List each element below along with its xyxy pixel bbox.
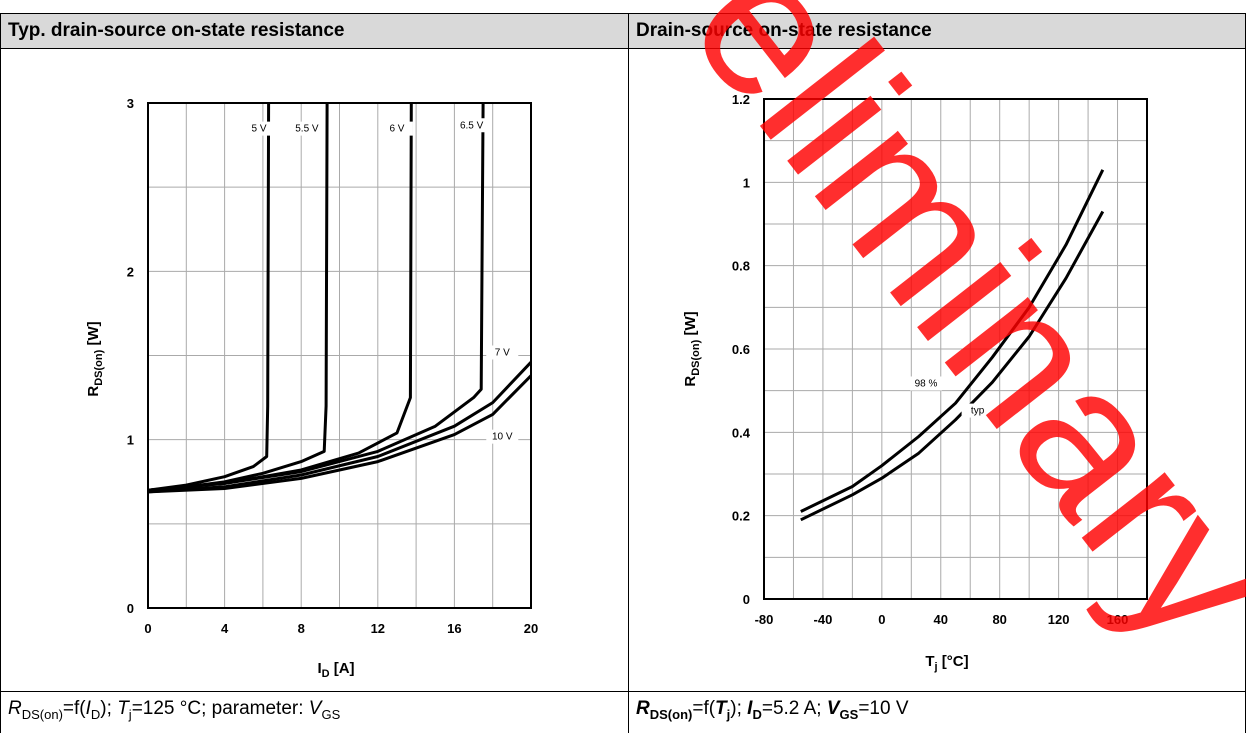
series-line	[800, 169, 1105, 513]
y-tick-label: 0.8	[732, 259, 750, 274]
table-border-header-bottom	[0, 48, 1246, 49]
left-y-axis-label: RDS(on) [W]	[85, 321, 105, 396]
series-line	[147, 374, 533, 494]
x-tick-label: 0	[144, 621, 151, 636]
series-line	[147, 361, 533, 494]
series-line	[147, 102, 413, 492]
right-gridlines	[763, 98, 1148, 600]
table-border-left	[0, 13, 1, 733]
left-plot-frame	[147, 102, 532, 609]
x-tick-label: 12	[371, 621, 385, 636]
curve-label: 98 %	[915, 379, 938, 390]
x-tick-label: 0	[878, 612, 885, 627]
y-tick-label: 0	[743, 592, 750, 607]
series-line	[800, 210, 1105, 522]
curve-label-bg	[486, 429, 519, 444]
series-line	[147, 102, 329, 492]
curve-label: 10 V	[492, 432, 513, 443]
x-tick-label: 160	[1107, 612, 1129, 627]
y-tick-label: 1.2	[732, 92, 750, 107]
right-ticks: -80 -40 0 40 80 120 160 0 0.2 0.4 0.6 0.8 1 1.2	[732, 92, 1128, 627]
table-border-top	[0, 13, 1246, 14]
x-tick-label: -80	[755, 612, 774, 627]
x-tick-label: 40	[934, 612, 948, 627]
right-curve-labels: 98 % typ	[910, 376, 994, 418]
x-tick-label: 20	[524, 621, 538, 636]
right-chart-caption: RDS(on)=f(Tj); ID=5.2 A; VGS=10 V	[636, 698, 909, 722]
y-tick-label: 0.4	[732, 425, 751, 440]
y-tick-label: 0	[127, 601, 134, 616]
left-curves	[147, 102, 533, 494]
right-chart-header: Drain-source on-state resistance	[629, 14, 1245, 48]
x-tick-label: -40	[814, 612, 833, 627]
right-x-axis-label: Tj [°C]	[925, 653, 968, 673]
left-curve-labels: 5 V 5.5 V 6 V 6.5 V 7 V 10 V	[243, 118, 519, 444]
left-chart-caption: RDS(on)=f(ID); Tj=125 °C; parameter: VGS	[8, 698, 341, 722]
x-tick-label: 120	[1048, 612, 1070, 627]
y-tick-label: 1	[743, 175, 750, 190]
series-line	[147, 102, 271, 492]
curve-label-bg	[243, 121, 276, 136]
right-chart: -80 -40 0 40 80 120 160 0 0.2 0.4 0.6 0.8 1 1.2 98 % t…	[682, 92, 1148, 673]
left-x-axis-label: ID [A]	[317, 660, 354, 680]
table-border-middle	[628, 13, 629, 733]
curve-label: 6.5 V	[460, 120, 484, 131]
y-tick-label: 3	[127, 96, 134, 111]
x-tick-label: 8	[298, 621, 305, 636]
curve-label-bg	[910, 376, 943, 391]
curve-label-bg	[486, 345, 519, 360]
curve-label-bg	[961, 403, 994, 418]
curve-label: 5.5 V	[295, 124, 319, 135]
right-curves	[800, 169, 1105, 522]
y-tick-label: 1	[127, 433, 134, 448]
curve-label: 7 V	[495, 348, 510, 359]
table-border-caption-top	[0, 691, 1246, 692]
curve-label: 5 V	[252, 124, 267, 135]
y-tick-label: 0.6	[732, 342, 750, 357]
series-line	[147, 102, 485, 492]
curve-label: 6 V	[389, 124, 404, 135]
x-tick-label: 80	[992, 612, 1006, 627]
curve-label-bg	[455, 118, 488, 133]
x-tick-label: 16	[447, 621, 461, 636]
curve-label-bg	[290, 121, 323, 136]
right-y-axis-label: RDS(on) [W]	[682, 311, 702, 386]
right-plot-frame	[763, 98, 1148, 600]
curve-label: typ	[971, 406, 985, 417]
y-tick-label: 0.2	[732, 509, 750, 524]
left-chart-header: Typ. drain-source on-state resistance	[1, 14, 628, 48]
left-gridlines	[147, 102, 532, 609]
curve-label-bg	[380, 121, 413, 136]
y-tick-label: 2	[127, 264, 134, 279]
x-tick-label: 4	[221, 621, 229, 636]
